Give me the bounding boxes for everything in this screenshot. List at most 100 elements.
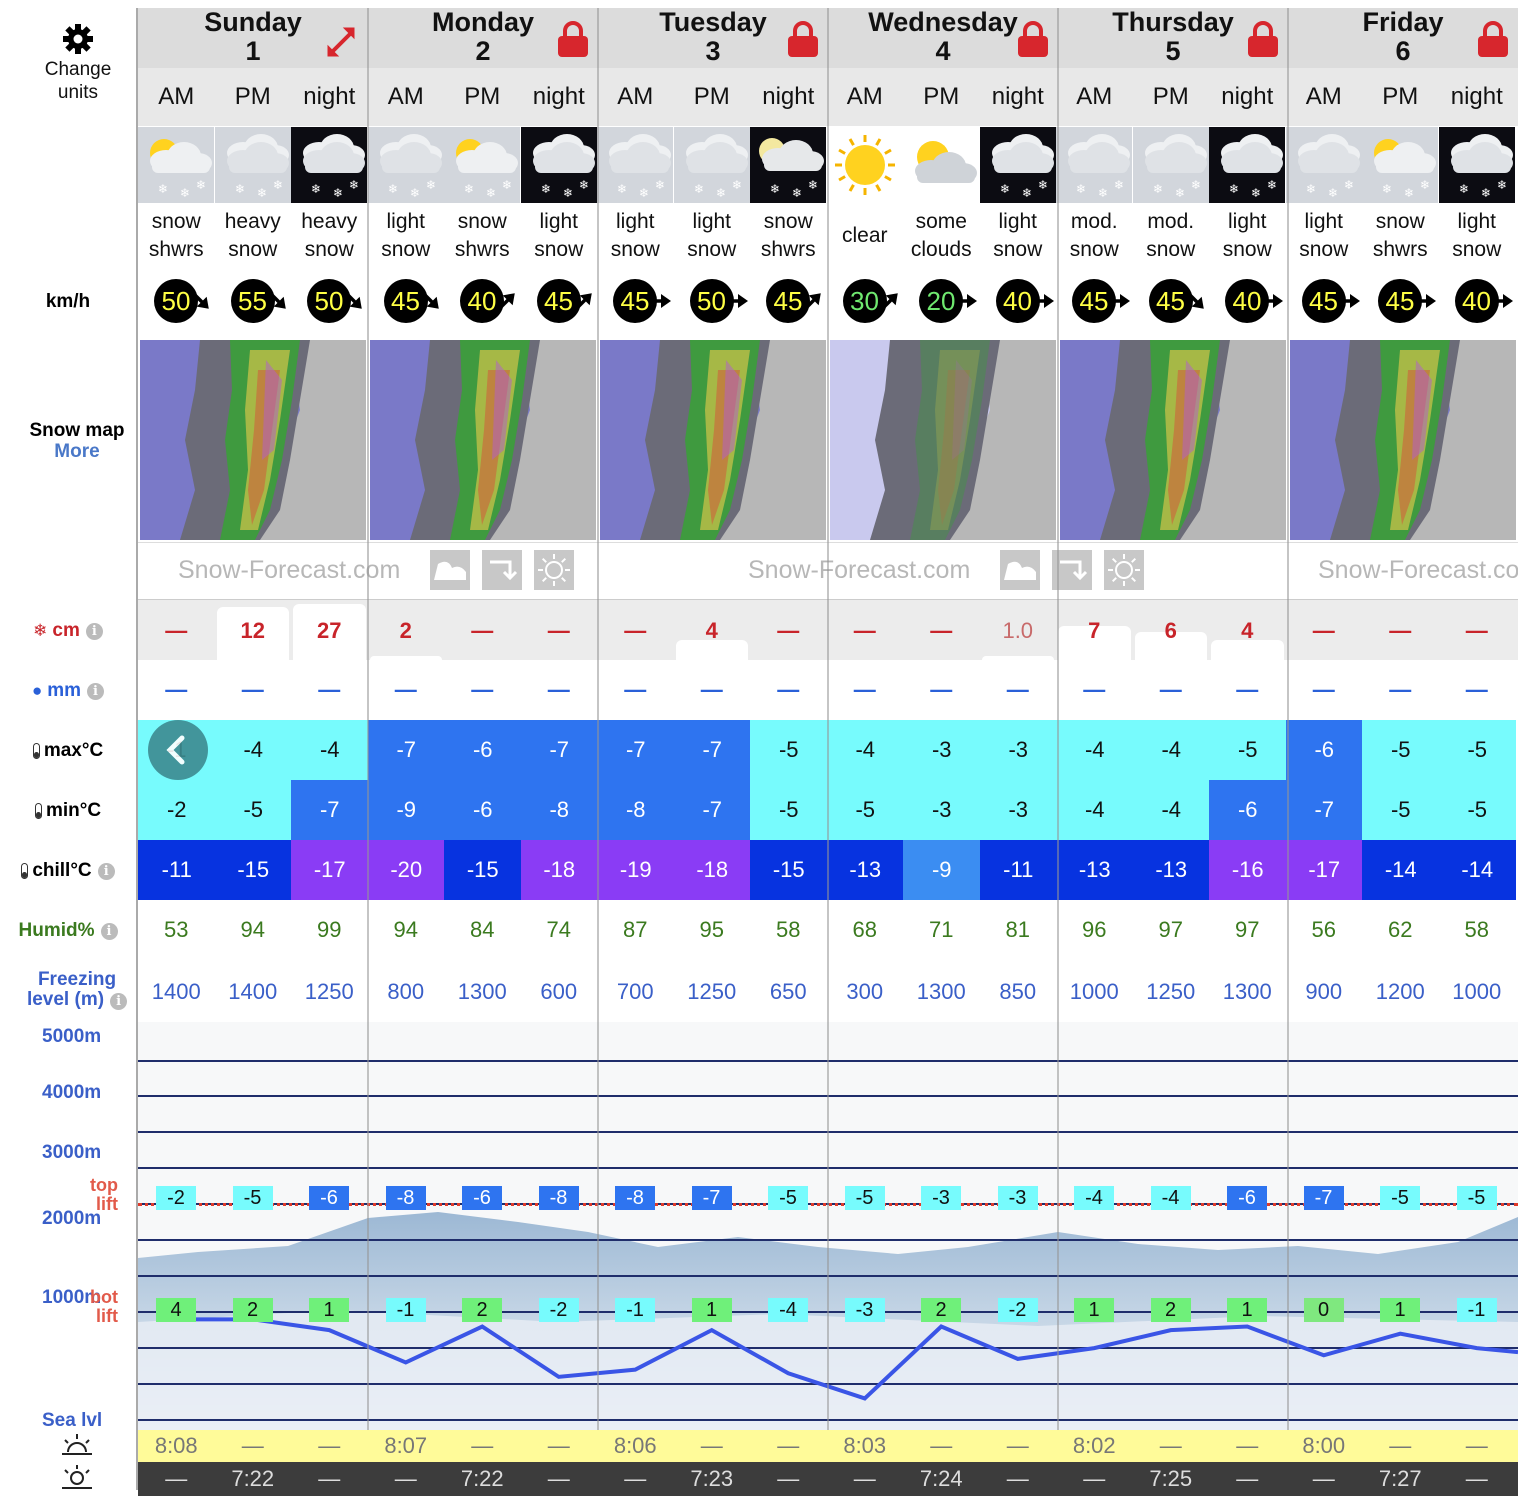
bot-lift-temp-badge: -1	[615, 1298, 655, 1322]
weather-description: snow shwrs	[750, 206, 827, 266]
altitude-label: 2000m	[42, 1208, 102, 1229]
weather-text-line1: heavy	[301, 210, 358, 233]
humidity-value: 94	[393, 917, 418, 942]
freezing-level-value: 1400	[151, 979, 201, 1004]
day-date: 6	[1395, 36, 1411, 66]
svg-text:❄: ❄	[1191, 178, 1201, 192]
rain-mm-value: —	[1006, 677, 1029, 702]
svg-text:❄: ❄	[770, 182, 780, 196]
back-button[interactable]	[148, 720, 208, 780]
freezing-level-value: 600	[540, 979, 578, 1004]
info-icon[interactable]: i	[87, 682, 105, 700]
period-label: AM	[1305, 83, 1342, 110]
thermometer-icon	[32, 743, 40, 759]
sunset-icon	[60, 1464, 94, 1492]
snow-map-thumbnail[interactable]	[830, 340, 1056, 540]
weather-text-line2: snow	[381, 238, 431, 261]
snow-cm-value: 1.0	[1002, 618, 1034, 643]
top-lift-temp-badge: -7	[1303, 1186, 1344, 1210]
lock-icon[interactable]	[786, 20, 820, 58]
snow-map-thumbnail[interactable]	[1290, 340, 1516, 540]
weather-description: light snow	[1286, 206, 1363, 266]
snow-map-thumbnail[interactable]	[370, 340, 596, 540]
lock-icon[interactable]	[556, 20, 590, 58]
max-temp-cell: -7	[673, 720, 751, 780]
cloud-snow-icon: ❄ ❄ ❄	[597, 127, 674, 203]
wind-direction-arrow-icon	[877, 288, 903, 314]
snow-cm-value: —	[777, 618, 800, 643]
top-lift-temp-badge: -5	[768, 1186, 808, 1210]
max-temp-cell: -5	[1362, 720, 1440, 780]
min-temp-cell: -6	[444, 780, 522, 840]
snow-cm-value: —	[624, 618, 647, 643]
freezing-label-1: Freezing	[37, 969, 117, 990]
info-icon[interactable]: i	[110, 993, 128, 1010]
freezing-level-value: 800	[387, 979, 425, 1004]
info-icon[interactable]: i	[85, 622, 103, 640]
chill-temp-cell: -15	[214, 840, 292, 900]
humidity-value: 81	[1005, 917, 1030, 942]
lock-icon[interactable]	[1246, 20, 1280, 58]
map-sun-layer-icon[interactable]	[1104, 550, 1144, 590]
rain-mm-value: —	[1312, 677, 1335, 702]
weather-description: light snow	[980, 206, 1057, 266]
svg-text:❄: ❄	[257, 186, 267, 200]
weather-text-line2: snow	[610, 238, 660, 261]
snow-cm-value: 27	[317, 618, 342, 643]
rain-mm-value: —	[1159, 677, 1182, 702]
change-units-button[interactable]: Change units	[30, 22, 126, 108]
min-temp-cell: -4	[1132, 780, 1210, 840]
wind-direction-arrow-icon	[1259, 288, 1285, 314]
snow-map-more-link[interactable]: More	[54, 441, 100, 462]
rain-mm-value: —	[777, 677, 800, 702]
max-temp-cell: -5	[750, 720, 828, 780]
svg-text:❄: ❄	[235, 182, 245, 196]
expand-arrows-icon[interactable]	[324, 24, 360, 60]
max-temp-cell: -4	[291, 720, 369, 780]
bot-lift-temp-badge: 1	[691, 1298, 732, 1322]
lock-icon[interactable]	[1016, 20, 1050, 58]
snow-cm-value: 12	[240, 618, 265, 643]
period-label: AM	[158, 83, 195, 110]
min-temp-cell: -3	[979, 780, 1057, 840]
svg-text:❄: ❄	[1382, 182, 1392, 196]
info-icon[interactable]: i	[100, 922, 118, 940]
sunset-time: —	[394, 1466, 417, 1491]
sunrise-time: —	[1159, 1433, 1182, 1458]
map-wind-layer-icon[interactable]	[482, 550, 522, 590]
sunrise-time: —	[700, 1433, 723, 1458]
snow-map-thumbnail[interactable]	[140, 340, 366, 540]
freezing-label-2: level (m)	[26, 989, 105, 1010]
weather-text-line2: snow	[1222, 238, 1272, 261]
bot-lift-label-1: bot	[90, 1287, 118, 1307]
weather-description: snow shwrs	[444, 206, 521, 266]
weather-description: light snow	[597, 206, 674, 266]
lock-icon[interactable]	[1476, 20, 1510, 58]
info-icon[interactable]: i	[97, 862, 115, 880]
top-lift-temp-badge: -6	[309, 1186, 349, 1210]
wind-direction-arrow-icon	[724, 288, 750, 314]
snow-map-thumbnail[interactable]	[1060, 340, 1286, 540]
snow-map-thumbnail[interactable]	[600, 340, 826, 540]
sun-cloud-icon	[903, 127, 980, 203]
map-sun-layer-icon[interactable]	[534, 550, 574, 590]
min-temp-cell: -7	[291, 780, 369, 840]
freezing-level-value: 650	[769, 979, 807, 1004]
bot-lift-temp-badge: 2	[1150, 1298, 1191, 1322]
map-cloud-layer-icon[interactable]	[1000, 550, 1040, 590]
weather-text-line2: snow	[534, 238, 584, 261]
svg-text:❄: ❄	[1267, 178, 1277, 192]
cloud-snow-icon: ❄ ❄ ❄	[1132, 127, 1210, 203]
day-header-friday: Friday 6	[1288, 8, 1518, 68]
bot-lift-temp-badge: -2	[538, 1298, 579, 1322]
weather-description: heavy snow	[215, 206, 292, 266]
weather-text-line1: light	[1457, 210, 1497, 233]
rain-mm-value: —	[1236, 677, 1259, 702]
map-cloud-layer-icon[interactable]	[430, 550, 470, 590]
label-text: Humid%	[18, 920, 95, 941]
wind-direction-arrow-icon	[953, 288, 979, 314]
snow-map-label: Snow map More	[0, 420, 154, 462]
freezing-level-value: 1200	[1375, 979, 1425, 1004]
svg-text:❄: ❄	[1251, 186, 1261, 200]
